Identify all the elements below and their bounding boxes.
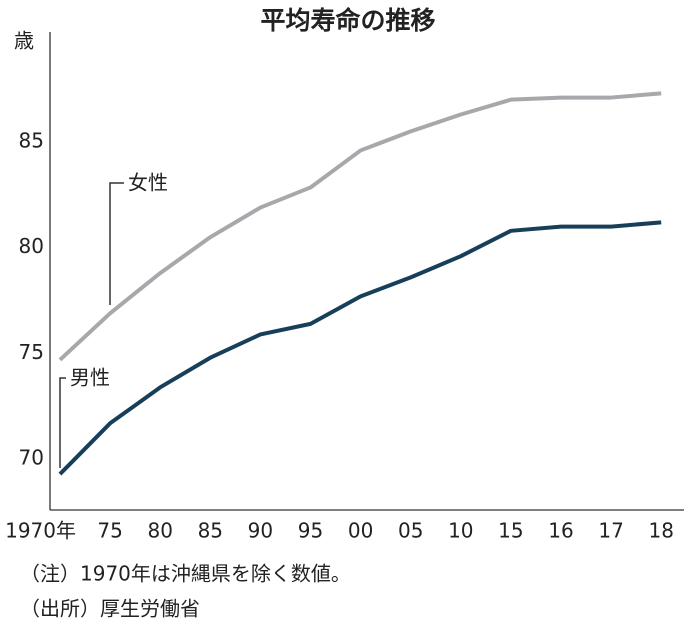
note: （注）1970年は沖縄県を除く数値。 <box>20 562 351 586</box>
x-tick-label: 16 <box>548 519 573 543</box>
x-tick-label: 80 <box>147 519 172 543</box>
x-tick-label: 17 <box>598 519 623 543</box>
x-tick-label: 95 <box>298 519 323 543</box>
annotation-leader <box>109 182 124 305</box>
x-tick-label: 00 <box>348 519 373 543</box>
series-label: 女性 <box>128 171 168 195</box>
annotation-leader <box>59 377 66 468</box>
y-tick-label: 80 <box>19 234 44 258</box>
series-line <box>58 91 662 362</box>
x-tick-label: 18 <box>648 519 673 543</box>
y-tick-label: 85 <box>19 128 44 152</box>
x-tick-label: 90 <box>248 519 273 543</box>
x-tick-label: 15 <box>498 519 523 543</box>
note: （出所）厚生労働省 <box>20 597 200 621</box>
chart-title: 平均寿命の推移 <box>260 6 435 35</box>
y-tick-label: 70 <box>19 446 44 470</box>
x-tick-label: 10 <box>448 519 473 543</box>
y-axis-label: 歳 <box>14 29 34 53</box>
y-tick-label: 75 <box>19 340 44 364</box>
x-tick-label: 75 <box>97 519 122 543</box>
x-tick-label: 85 <box>198 519 223 543</box>
x-tick-label: 05 <box>398 519 423 543</box>
series-label: 男性 <box>70 366 110 390</box>
x-tick-label: 1970年 <box>5 519 76 543</box>
series-line <box>58 220 662 476</box>
